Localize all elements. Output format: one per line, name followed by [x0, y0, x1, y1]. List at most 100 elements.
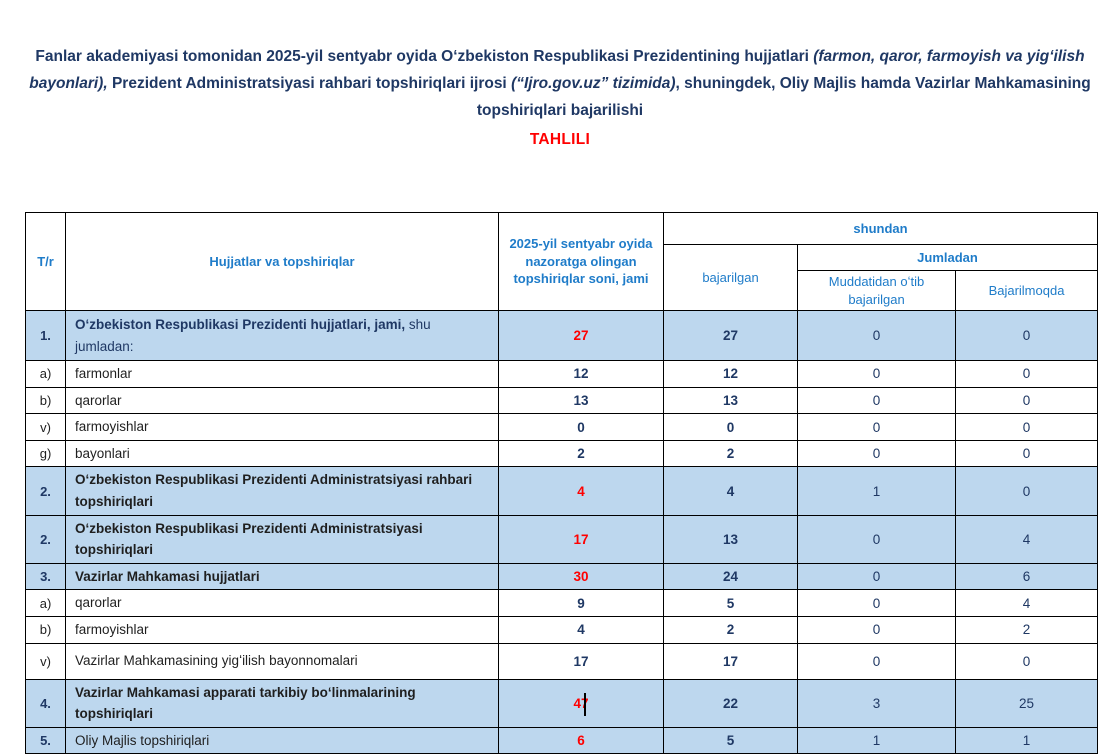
cell-total: 2	[498, 439, 664, 468]
row-num: v)	[25, 642, 66, 680]
cell-inprogress: 0	[955, 360, 1098, 388]
cell-overdue: 1	[797, 726, 956, 754]
col-header-muddatidan: Muddatidan oʻtib bajarilgan	[797, 269, 956, 312]
cell-overdue: 3	[797, 678, 956, 728]
table-row-4: 4. Vazirlar Mahkamasi apparati tarkibiy …	[25, 678, 1098, 728]
row-name: qarorlar	[65, 386, 499, 415]
row-num: g)	[25, 439, 66, 468]
cell-overdue: 0	[797, 642, 956, 680]
table-row-5: 5. Oliy Majlis topshiriqlari 6 5 1 1	[25, 726, 1098, 754]
title-segment-1: Fanlar akademiyasi tomonidan 2025-yil se…	[35, 48, 814, 65]
cell-inprogress: 0	[955, 642, 1098, 680]
cell-overdue: 1	[797, 466, 956, 516]
col-header-jumladan: Jumladan	[797, 244, 1098, 271]
table-row-3v: v) Vazirlar Mahkamasining yigʻilish bayo…	[25, 642, 1098, 680]
cell-total: 13	[498, 386, 664, 415]
cell-inprogress: 2	[955, 616, 1098, 644]
cell-overdue: 0	[797, 386, 956, 415]
cell-done: 17	[663, 642, 798, 680]
cell-done: 5	[663, 589, 798, 618]
cell-done: 2	[663, 439, 798, 468]
cell-total: 17	[498, 514, 664, 564]
col-header-docs: Hujjatlar va topshiriqlar	[65, 211, 499, 312]
row-num: b)	[25, 616, 66, 644]
row-name: Oʻzbekiston Respublikasi Prezidenti Admi…	[65, 514, 499, 564]
cell-done: 24	[663, 562, 798, 591]
cell-done: 12	[663, 360, 798, 388]
cell-inprogress: 0	[955, 439, 1098, 468]
cell-overdue: 0	[797, 616, 956, 644]
cell-done: 13	[663, 386, 798, 415]
row-num: a)	[25, 360, 66, 388]
cell-done: 2	[663, 616, 798, 644]
row-name: farmoyishlar	[65, 616, 499, 644]
text-cursor	[584, 693, 586, 716]
row-name: Vazirlar Mahkamasi hujjatlari	[65, 562, 499, 591]
cell-overdue: 0	[797, 514, 956, 564]
header-row-1: T/r Hujjatlar va topshiriqlar 2025-yil s…	[25, 211, 1098, 312]
col-header-tr: T/r	[25, 211, 66, 312]
table-row-2-dup: 2. Oʻzbekiston Respublikasi Prezidenti A…	[25, 514, 1098, 564]
row-name: farmoyishlar	[65, 413, 499, 441]
row-num: b)	[25, 386, 66, 415]
cell-overdue: 0	[797, 439, 956, 468]
cell-inprogress: 6	[955, 562, 1098, 591]
table-row-3: 3. Vazirlar Mahkamasi hujjatlari 30 24 0…	[25, 562, 1098, 591]
table-header: T/r Hujjatlar va topshiriqlar 2025-yil s…	[25, 211, 1098, 312]
table-row-3b: b) farmoyishlar 4 2 0 2	[25, 616, 1098, 644]
table-row-1b: b) qarorlar 13 13 0 0	[25, 386, 1098, 415]
title-tahlili: TAHLILI	[529, 131, 591, 149]
row-name: Vazirlar Mahkamasining yigʻilish bayonno…	[65, 642, 499, 680]
col-header-shundan: shundan	[663, 212, 1098, 245]
document-title: Fanlar akademiyasi tomonidan 2025-yil se…	[28, 44, 1092, 154]
table-row-1v: v) farmoyishlar 0 0 0 0	[25, 413, 1098, 441]
cell-done: 27	[663, 310, 798, 362]
title-segment-2-italic: (farmon, qaror, farmoyish va yigʻilish b…	[29, 48, 1085, 92]
cell-total: 12	[498, 360, 664, 388]
cell-total: 17	[498, 642, 664, 680]
table-row-1: 1. Oʻzbekiston Respublikasi Prezidenti h…	[25, 310, 1098, 362]
table-row-2: 2. Oʻzbekiston Respublikasi Prezidenti A…	[25, 466, 1098, 516]
col-header-bajarilmoqda: Bajarilmoqda	[955, 269, 1098, 312]
cell-inprogress: 25	[955, 678, 1098, 728]
table-row-3a: a) qarorlar 9 5 0 4	[25, 589, 1098, 618]
cell-done: 13	[663, 514, 798, 564]
row-num: 3.	[25, 562, 66, 591]
cell-total: 4	[498, 616, 664, 644]
header-row-3: Muddatidan oʻtib bajarilgan Bajarilmoqda	[26, 269, 1098, 312]
cell-done: 22	[663, 678, 798, 728]
table-row-1g: g) bayonlari 2 2 0 0	[25, 439, 1098, 468]
row-name: Oʻzbekiston Respublikasi Prezidenti hujj…	[65, 310, 499, 362]
row-num: 4.	[25, 678, 66, 728]
col-header-bajarilgan: bajarilgan	[663, 243, 798, 312]
cell-overdue: 0	[797, 413, 956, 441]
row-name: Vazirlar Mahkamasi apparati tarkibiy boʻ…	[65, 678, 499, 728]
cell-done: 4	[663, 466, 798, 516]
col-header-total: 2025-yil sentyabr oyida nazoratga olinga…	[498, 211, 664, 312]
cell-overdue: 0	[797, 360, 956, 388]
cell-overdue: 0	[797, 562, 956, 591]
row-name: Oliy Majlis topshiriqlari	[65, 726, 499, 754]
cell-inprogress: 0	[955, 310, 1098, 362]
cell-inprogress: 0	[955, 386, 1098, 415]
row-name: bayonlari	[65, 439, 499, 468]
cell-total: 9	[498, 589, 664, 618]
cell-done: 5	[663, 726, 798, 754]
row-num: 5.	[25, 726, 66, 754]
report-table: T/r Hujjatlar va topshiriqlar 2025-yil s…	[25, 211, 1098, 754]
row-num: a)	[25, 589, 66, 618]
cell-total: 30	[498, 562, 664, 591]
cell-total: 4	[498, 466, 664, 516]
row-num: 2.	[25, 466, 66, 516]
cell-total: 6	[498, 726, 664, 754]
title-segment-4-italic: (“Ijro.gov.uz” tizimida)	[511, 74, 676, 92]
cell-total: 27	[498, 310, 664, 362]
row-num: v)	[25, 413, 66, 441]
title-segment-3: Prezident Administratsiyasi rahbari tops…	[107, 74, 512, 92]
row-num: 2.	[25, 514, 66, 564]
row-name: qarorlar	[65, 589, 499, 618]
cell-inprogress: 4	[955, 589, 1098, 618]
cell-inprogress: 4	[955, 514, 1098, 564]
cell-inprogress: 0	[955, 413, 1098, 441]
cell-done: 0	[663, 413, 798, 441]
